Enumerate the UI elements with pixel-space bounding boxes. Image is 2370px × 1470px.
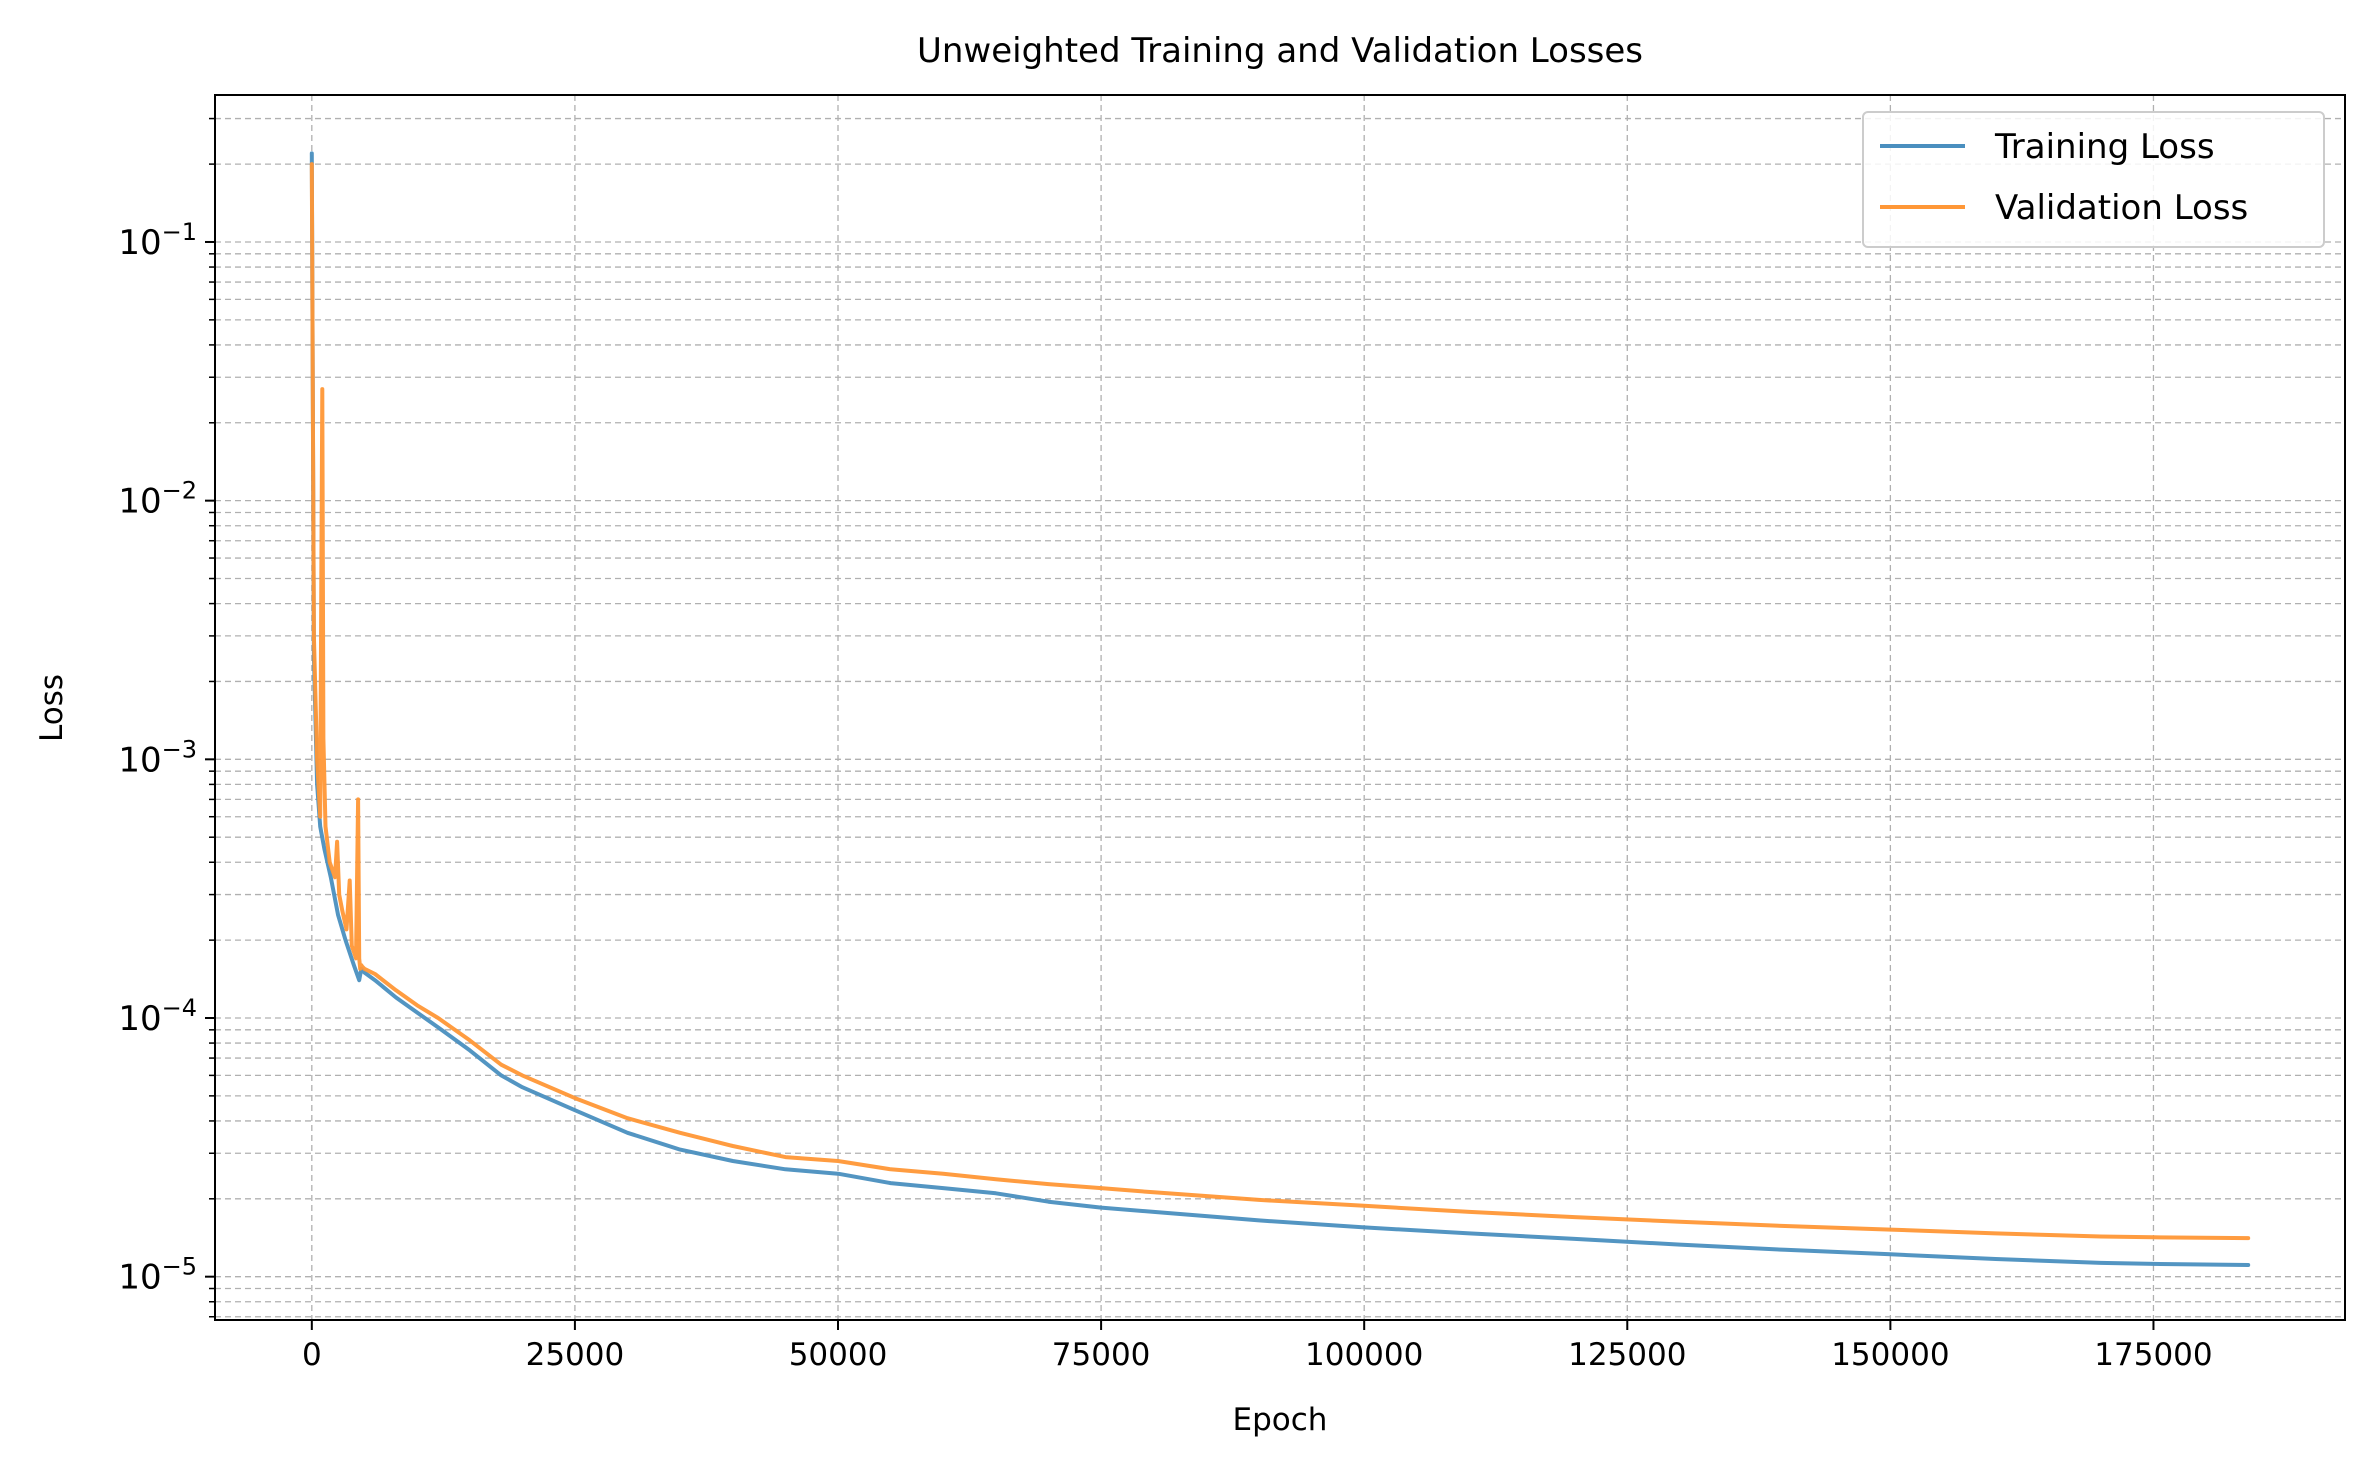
x-tick-label: 175000	[2094, 1337, 2212, 1373]
training-loss-line	[309, 151, 2251, 1267]
x-tick-label: 25000	[526, 1337, 625, 1373]
x-tick-label: 75000	[1052, 1337, 1151, 1373]
y-tick-label: 10−1	[118, 218, 197, 263]
x-tick-label: 150000	[1831, 1337, 1949, 1373]
x-axis-label: Epoch	[1233, 1402, 1328, 1438]
validation-loss-line	[309, 162, 2251, 1241]
y-tick-label: 10−4	[118, 994, 197, 1039]
grid	[215, 95, 2345, 1320]
legend-label-validation: Validation Loss	[1995, 188, 2248, 228]
x-tick-label: 100000	[1305, 1337, 1423, 1373]
y-tick-label: 10−5	[118, 1253, 197, 1298]
x-tick-label: 125000	[1568, 1337, 1686, 1373]
y-tick-label: 10−3	[118, 735, 197, 780]
legend: Training Loss Validation Loss	[1862, 111, 2325, 248]
y-axis-ticks: 10−1 10−2 10−3 10−4 10−5	[118, 117, 215, 1318]
x-tick-label: 50000	[789, 1337, 888, 1373]
y-tick-label: 10−2	[118, 477, 197, 522]
legend-label-training: Training Loss	[1994, 127, 2215, 167]
y-axis-label: Loss	[34, 674, 70, 742]
x-tick-label: 0	[302, 1337, 322, 1373]
x-axis-ticks: 0 25000 50000 75000 100000 125000 150000 175000	[302, 1320, 2213, 1373]
plot-frame	[214, 94, 2346, 1321]
legend-box	[1862, 111, 2325, 248]
chart-title: Unweighted Training and Validation Losse…	[917, 31, 1643, 71]
series-lines	[309, 151, 2251, 1267]
